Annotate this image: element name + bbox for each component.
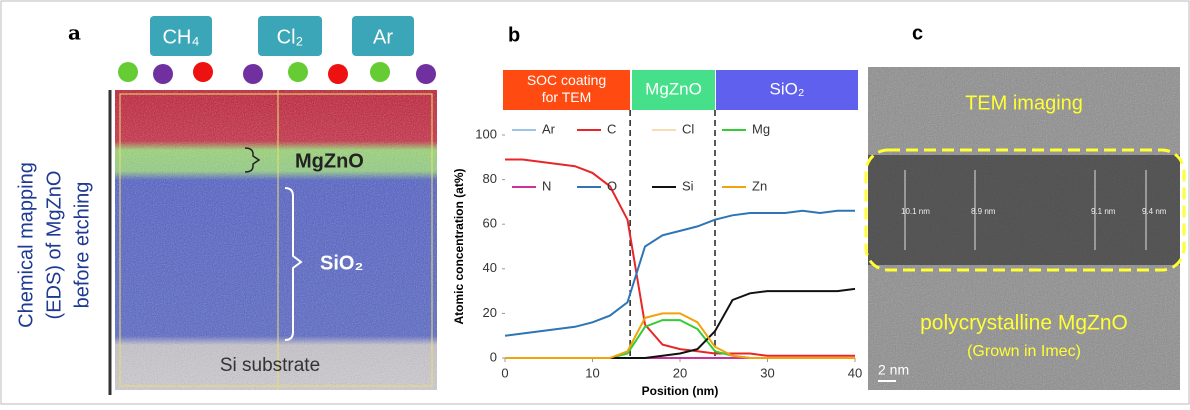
legend-label: Mg (752, 121, 770, 136)
gas-box (352, 16, 414, 56)
panel-c: TEM imaging polycrystalline MgZnO (Grown i… (878, 92, 1167, 382)
tem-caption: polycrystalline MgZnO (920, 312, 1128, 335)
x-tick-label: 10 (585, 365, 599, 380)
atom (243, 64, 263, 84)
atom (328, 64, 348, 84)
x-tick-label: 40 (848, 365, 862, 380)
region-label: MgZnO (645, 79, 702, 98)
film-band (868, 155, 1180, 265)
series-line (505, 158, 855, 357)
measurement: 10.1 nm (901, 207, 930, 216)
region-header (632, 70, 715, 110)
atom (193, 62, 213, 82)
y-tick-label: 100 (475, 126, 497, 141)
gas-label: Ar (373, 26, 393, 48)
region-label: SiO₂ (770, 79, 805, 98)
brace (284, 187, 303, 341)
layer-label: Si substrate (220, 355, 320, 376)
series-line (505, 319, 855, 359)
x-tick-label: 30 (760, 365, 774, 380)
region-header (503, 70, 630, 110)
measurement: 8.9 nm (971, 207, 996, 216)
legend-label: O (607, 178, 617, 193)
x-axis-label: Position (nm) (642, 384, 719, 398)
panel-label: b (508, 24, 520, 46)
tem-title: TEM imaging (965, 92, 1083, 114)
side-label: Chemical mapping (EDS) of MgZnO before etc… (15, 162, 93, 328)
gas-label: CH₄ (162, 26, 199, 48)
atom (370, 62, 390, 82)
layer-label: SiO₂ (320, 252, 363, 274)
film-outline (864, 148, 1186, 272)
atom (288, 62, 308, 82)
legend-label: Cl (682, 121, 694, 136)
y-tick-label: 60 (483, 216, 497, 231)
series-line (505, 312, 855, 359)
y-tick-label: 80 (483, 171, 497, 186)
measurement: 9.4 nm (1142, 207, 1167, 216)
eds-noise (115, 90, 437, 390)
y-tick-label: 0 (490, 349, 497, 364)
region-label: for TEM (542, 89, 592, 105)
x-tick-label: 20 (673, 365, 687, 380)
region-label: SOC coating (527, 72, 606, 88)
series-line (504, 209, 855, 337)
x-tick-label: 0 (501, 365, 508, 380)
tem-note: (Grown in Imec) (967, 343, 1081, 360)
side-label-line: (EDS) of MgZnO (43, 171, 65, 320)
panel-label: a (68, 21, 81, 45)
series-line (505, 287, 856, 359)
legend-label: Ar (542, 121, 556, 136)
gas-box (258, 16, 322, 56)
side-label-line: Chemical mapping (15, 162, 37, 328)
atom (416, 64, 436, 84)
y-axis-label: Atomic concentration (at%) (452, 168, 466, 324)
legend-label: Si (682, 178, 694, 193)
scan-box (119, 93, 433, 387)
side-label-line: before etching (71, 182, 93, 309)
atom (153, 64, 173, 84)
legend-label: C (607, 121, 616, 136)
gas-label: Cl₂ (277, 26, 304, 48)
panel-label: c (912, 22, 923, 44)
region-header (716, 70, 858, 110)
layer-label: MgZnO (295, 150, 364, 172)
gas-box (150, 16, 212, 56)
y-tick-label: 20 (483, 305, 497, 320)
scale-label: 2 nm (878, 362, 909, 378)
legend-label: N (542, 178, 551, 193)
legend-label: Zn (752, 178, 767, 193)
brace (244, 147, 261, 173)
measurement: 9.1 nm (1091, 207, 1116, 216)
atom (118, 62, 138, 82)
y-tick-label: 40 (483, 260, 497, 275)
panel-a: CH₄ Cl₂ Ar Chemical mapping (EDS) of MgZnO be… (15, 16, 436, 376)
